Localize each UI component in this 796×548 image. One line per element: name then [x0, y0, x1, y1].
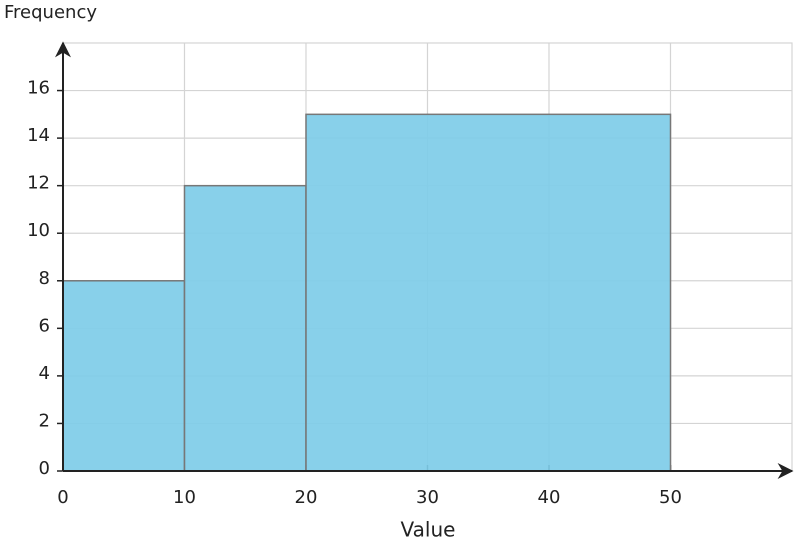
- x-tick-label: 40: [538, 487, 561, 508]
- y-tick-label: 2: [39, 410, 50, 431]
- x-tick-label: 50: [659, 487, 682, 508]
- y-tick-label: 6: [39, 315, 50, 336]
- x-tick-label: 0: [57, 487, 68, 508]
- bar: [183, 184, 307, 472]
- y-tick-label: 16: [27, 78, 50, 99]
- y-tick-label: 10: [27, 220, 50, 241]
- x-axis-label: Value: [401, 518, 456, 542]
- y-tick-label: 0: [39, 458, 50, 479]
- bar: [305, 113, 672, 472]
- x-tick-label: 10: [173, 487, 196, 508]
- x-tick-label: 30: [416, 487, 439, 508]
- y-axis-label: Frequency: [4, 2, 97, 23]
- y-tick-label: 4: [39, 363, 50, 384]
- y-tick-label: 8: [39, 268, 50, 289]
- y-tick-label: 12: [27, 173, 50, 194]
- bar: [62, 280, 186, 472]
- x-tick-label: 20: [295, 487, 318, 508]
- y-tick-label: 14: [27, 125, 50, 146]
